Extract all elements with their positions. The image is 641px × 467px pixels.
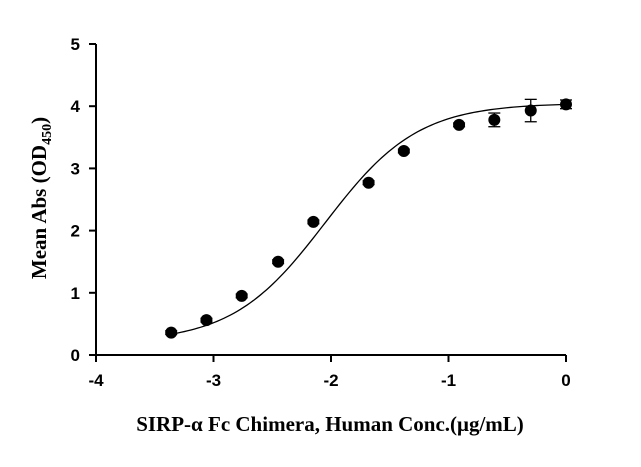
- data-point: [397, 144, 410, 157]
- data-point: [560, 98, 572, 111]
- axes: [95, 44, 566, 356]
- x-tick-label: -3: [206, 371, 221, 390]
- y-tick-label: 1: [71, 284, 80, 303]
- data-point: [165, 326, 178, 339]
- x-tick-label: -4: [88, 371, 104, 390]
- y-axis-label-main: Mean Abs (OD: [27, 145, 51, 279]
- x-tick-label: -2: [323, 371, 338, 390]
- y-axis-label: Mean Abs (OD450): [27, 117, 55, 279]
- y-tick-label: 2: [71, 222, 80, 241]
- data-point: [200, 314, 213, 327]
- y-tick-label: 4: [71, 97, 81, 116]
- y-tick-label: 3: [71, 159, 80, 178]
- y-ticks: 0 1 2 3 4 5: [71, 35, 96, 365]
- x-axis-label: SIRP-α Fc Chimera, Human Conc.(μg/mL): [136, 412, 524, 436]
- data-point: [453, 118, 466, 131]
- data-point: [362, 176, 375, 189]
- data-point: [272, 255, 285, 268]
- y-tick-label: 5: [71, 35, 80, 54]
- data-point: [235, 289, 248, 302]
- data-point: [524, 104, 537, 117]
- y-axis-label-subscript: 450: [40, 124, 55, 145]
- error-bars: [165, 98, 572, 336]
- x-ticks: -4 -3 -2 -1 0: [88, 355, 571, 390]
- data-point: [307, 215, 320, 228]
- y-tick-label: 0: [71, 346, 80, 365]
- fit-curve: [171, 103, 567, 335]
- data-points: [165, 98, 572, 339]
- x-tick-label: -1: [441, 371, 456, 390]
- y-axis-label-close: ): [27, 117, 51, 124]
- x-tick-label: 0: [561, 371, 570, 390]
- data-point: [488, 113, 501, 126]
